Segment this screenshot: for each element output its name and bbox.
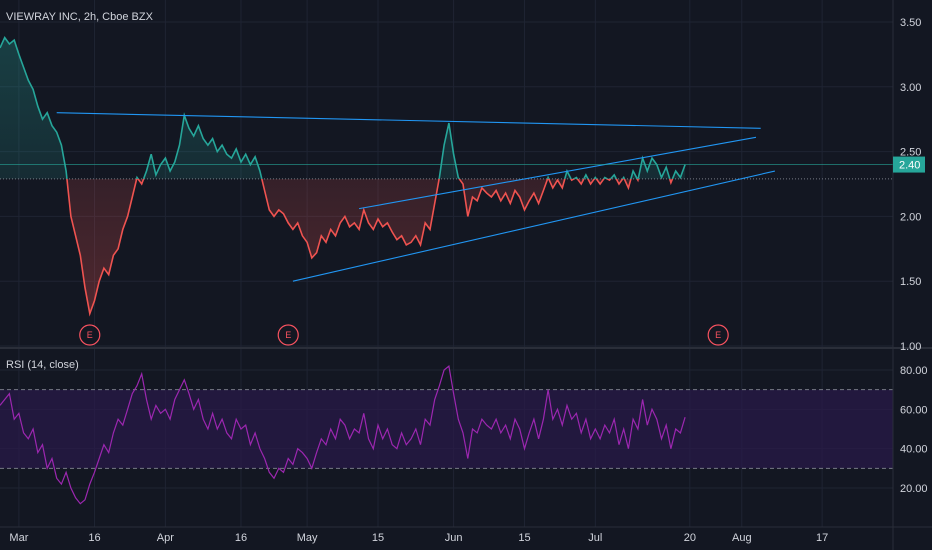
time-tick-label: 15 bbox=[372, 532, 384, 544]
time-tick-label: Jul bbox=[588, 532, 602, 544]
time-tick-label: 16 bbox=[88, 532, 100, 544]
chart-title: VIEWRAY INC, 2h, Cboe BZX bbox=[6, 11, 154, 23]
trendline[interactable] bbox=[56, 112, 761, 129]
earnings-marker-label: E bbox=[715, 330, 721, 340]
rsi-tick-label: 80.00 bbox=[900, 365, 928, 377]
rsi-tick-label: 40.00 bbox=[900, 444, 928, 456]
earnings-marker-label: E bbox=[285, 330, 291, 340]
earnings-marker[interactable] bbox=[79, 324, 101, 346]
earnings-marker[interactable] bbox=[277, 324, 299, 346]
time-tick-label: Mar bbox=[9, 532, 28, 544]
price-tick-label: 3.50 bbox=[900, 17, 921, 29]
price-line-above-baseline[interactable] bbox=[0, 36, 686, 314]
time-tick-label: 20 bbox=[684, 532, 696, 544]
rsi-pane[interactable] bbox=[0, 364, 893, 505]
time-tick-label: Aug bbox=[732, 532, 752, 544]
trendline[interactable] bbox=[358, 136, 757, 210]
time-tick-label: May bbox=[297, 532, 318, 544]
price-line-below-baseline[interactable] bbox=[0, 38, 685, 317]
time-tick-label: 16 bbox=[235, 532, 247, 544]
time-tick-label: Jun bbox=[445, 532, 463, 544]
rsi-title: RSI (14, close) bbox=[6, 359, 79, 371]
rsi-band bbox=[0, 389, 893, 469]
earnings-marker[interactable] bbox=[707, 324, 729, 346]
price-tick-label: 3.00 bbox=[900, 82, 921, 94]
earnings-marker-label: E bbox=[87, 330, 93, 340]
trendline[interactable] bbox=[292, 170, 776, 282]
time-tick-label: Apr bbox=[157, 532, 174, 544]
last-price-label: 2.40 bbox=[899, 160, 920, 172]
price-tick-label: 2.00 bbox=[900, 211, 921, 223]
rsi-tick-label: 20.00 bbox=[900, 483, 928, 495]
time-tick-label: 15 bbox=[518, 532, 530, 544]
rsi-tick-label: 60.00 bbox=[900, 404, 928, 416]
rsi-line[interactable] bbox=[0, 364, 686, 505]
price-tick-label: 2.50 bbox=[900, 147, 921, 159]
last-price-badge bbox=[893, 156, 925, 173]
price-tick-label: 1.50 bbox=[900, 276, 921, 288]
time-tick-label: 17 bbox=[816, 532, 828, 544]
price-tick-label: 1.00 bbox=[900, 341, 921, 353]
